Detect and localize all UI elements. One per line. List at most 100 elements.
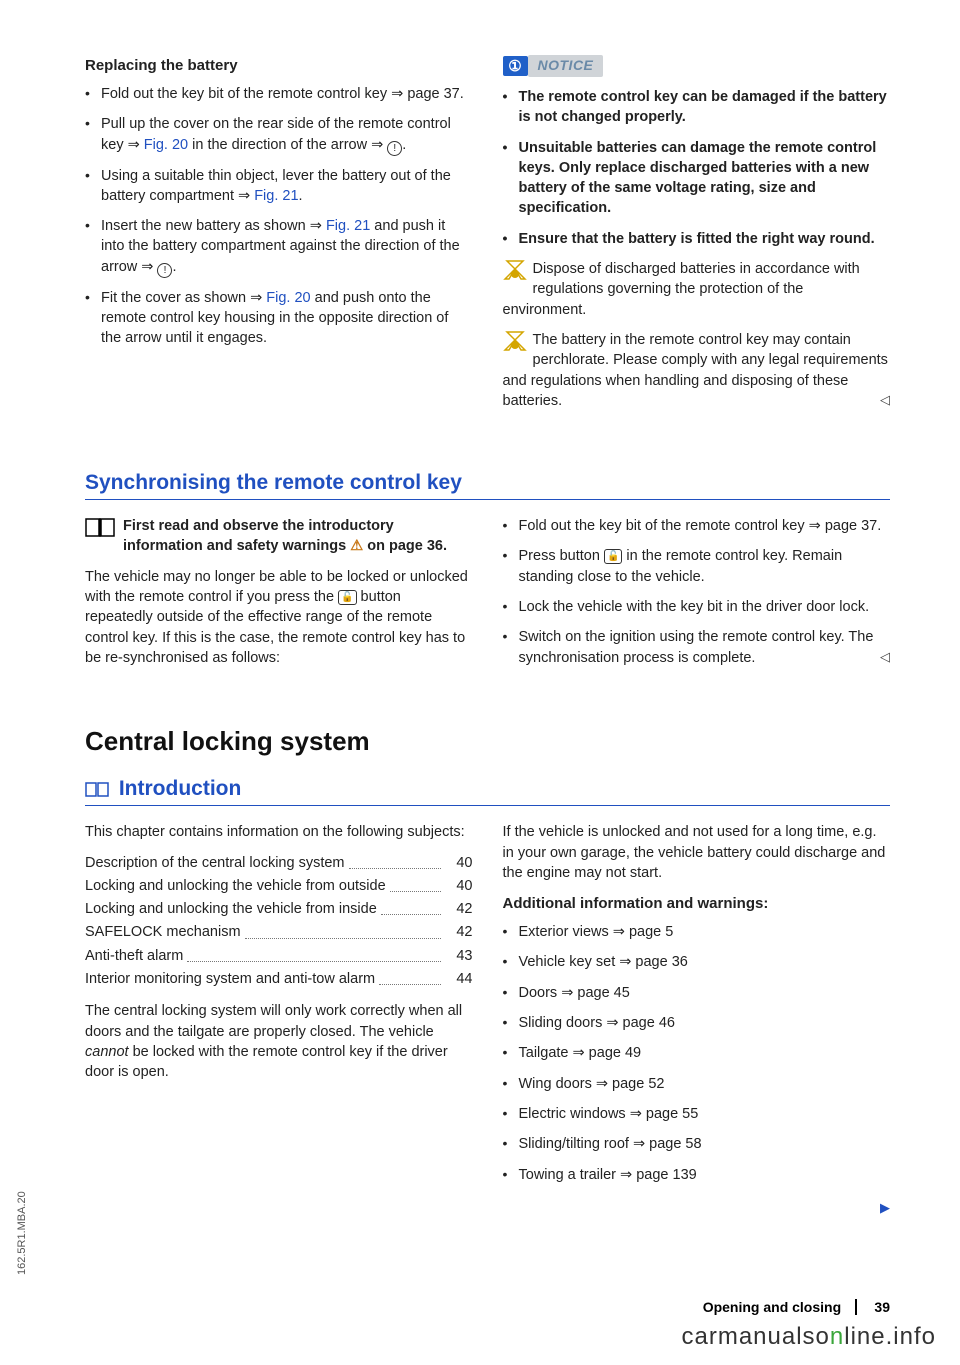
addinfo-list: Exterior views ⇒ page 5 Vehicle key set ⇒… [503,922,891,1185]
fig-ref: Fig. 21 [254,188,298,204]
intro-text: This chapter contains information on the… [85,822,473,842]
bullet: Exterior views ⇒ page 5 [503,922,891,942]
bullet: Fold out the key bit of the remote contr… [85,84,473,104]
toc-page: 43 [445,946,473,966]
footer-page: 39 [874,1299,890,1315]
text: The vehicle may no longer be able to be … [85,569,468,605]
toc-label: Anti-theft alarm [85,946,183,966]
sync-title: Synchronising the remote control key [85,471,890,500]
end-marker: ◁ [880,648,890,666]
text: Insert the new battery as shown ⇒ [101,218,326,234]
bullet: Using a suitable thin object, lever the … [85,166,473,207]
text: be locked with the remote control key if… [85,1044,448,1080]
watermark: carmanualsonline.info [682,1323,937,1351]
end-marker: ◁ [880,391,890,409]
after-para: The central locking system will only wor… [85,1001,473,1082]
book-icon [85,781,109,797]
left-col: Replacing the battery Fold out the key b… [85,55,473,421]
recycle-icon [503,259,527,281]
toc-dots [245,938,441,939]
text: Introduction [119,777,241,800]
text: Fit the cover as shown ⇒ [101,290,266,306]
bullet: Sliding doors ⇒ page 46 [503,1013,891,1033]
wm-b: n [830,1323,844,1350]
bullet: Fold out the key bit of the remote contr… [503,516,891,536]
toc-row: Interior monitoring system and anti-tow … [85,969,473,989]
wm-a: carmanualso [682,1323,830,1350]
notice-icon: ① [503,56,528,76]
bullet: Pull up the cover on the rear side of th… [85,114,473,155]
notice-item: The remote control key can be damaged if… [503,87,891,128]
bullet: Sliding/tilting roof ⇒ page 58 [503,1134,891,1154]
eco-note: The battery in the remote control key ma… [503,330,891,411]
toc-row: Locking and unlocking the vehicle from o… [85,876,473,896]
fig-ref: Fig. 21 [326,218,370,234]
intro-right: If the vehicle is unlocked and not used … [503,822,891,1217]
central-title: Central locking system [85,726,890,757]
text: on page 36. [363,538,447,554]
lead-para: First read and observe the introductory … [85,516,473,557]
info-icon: ! [157,263,172,278]
toc-label: Locking and unlocking the vehicle from o… [85,876,386,896]
toc-dots [349,868,441,869]
intro-left: This chapter contains information on the… [85,822,473,1217]
fig-ref: Fig. 20 [266,290,310,306]
text-italic: cannot [85,1044,129,1060]
bullet: Switch on the ignition using the remote … [503,627,891,668]
toc-label: Description of the central locking syste… [85,853,345,873]
text: Switch on the ignition using the remote … [519,629,874,665]
toc-dots [379,984,440,985]
text: . [299,188,303,204]
toc-label: Interior monitoring system and anti-tow … [85,969,375,989]
lock-button-icon: 🔓 [604,549,622,564]
text: Fold out the key bit of the remote contr… [101,86,464,102]
right-col: ① NOTICE The remote control key can be d… [503,55,891,421]
toc-row: SAFELOCK mechanism 42 [85,922,473,942]
toc-page: 42 [445,922,473,942]
toc-dots [381,914,441,915]
bullet: Electric windows ⇒ page 55 [503,1104,891,1124]
toc-page: 42 [445,899,473,919]
toc-label: Locking and unlocking the vehicle from i… [85,899,377,919]
toc-dots [187,961,440,962]
toc-page: 40 [445,853,473,873]
bullet: Lock the vehicle with the key bit in the… [503,597,891,617]
fig-ref: Fig. 20 [144,137,188,153]
bullet: Press button 🔓 in the remote control key… [503,546,891,587]
bullet: Towing a trailer ⇒ page 139 [503,1165,891,1185]
bullet: Tailgate ⇒ page 49 [503,1043,891,1063]
bullet: Doors ⇒ page 45 [503,983,891,1003]
toc-page: 40 [445,876,473,896]
toc-row: Locking and unlocking the vehicle from i… [85,899,473,919]
footer-divider [855,1299,857,1315]
sync-para: The vehicle may no longer be able to be … [85,567,473,668]
toc-page: 44 [445,969,473,989]
text: The battery in the remote control key ma… [503,332,888,409]
right-para: If the vehicle is unlocked and not used … [503,822,891,883]
recycle-icon [503,330,527,352]
toc-row: Anti-theft alarm 43 [85,946,473,966]
toc-row: Description of the central locking syste… [85,853,473,873]
sync-left: First read and observe the introductory … [85,516,473,678]
notice-item: Unsuitable batteries can damage the remo… [503,138,891,219]
wm-c: line.info [844,1323,936,1350]
continue-arrow: ▶ [880,1199,890,1217]
notice-header: ① NOTICE [503,55,604,77]
info-icon: ! [387,141,402,156]
bullet: Insert the new battery as shown ⇒ Fig. 2… [85,216,473,278]
text: The central locking system will only wor… [85,1003,462,1039]
side-code: 162.5R1.MBA.20 [16,1191,28,1275]
eco-note: Dispose of discharged batteries in accor… [503,259,891,320]
lock-button-icon: 🔓 [338,590,356,605]
bullet: Fit the cover as shown ⇒ Fig. 20 and pus… [85,288,473,349]
intro-title: Introduction [85,777,890,806]
notice-label: NOTICE [528,55,604,77]
warning-icon: ⚠ [350,538,363,554]
text: in the direction of the arrow ⇒ [188,137,387,153]
bullet: Wing doors ⇒ page 52 [503,1074,891,1094]
replacing-title: Replacing the battery [85,55,473,76]
toc: Description of the central locking syste… [85,853,473,990]
toc-label: SAFELOCK mechanism [85,922,241,942]
bullet: Vehicle key set ⇒ page 36 [503,952,891,972]
toc-dots [390,891,441,892]
